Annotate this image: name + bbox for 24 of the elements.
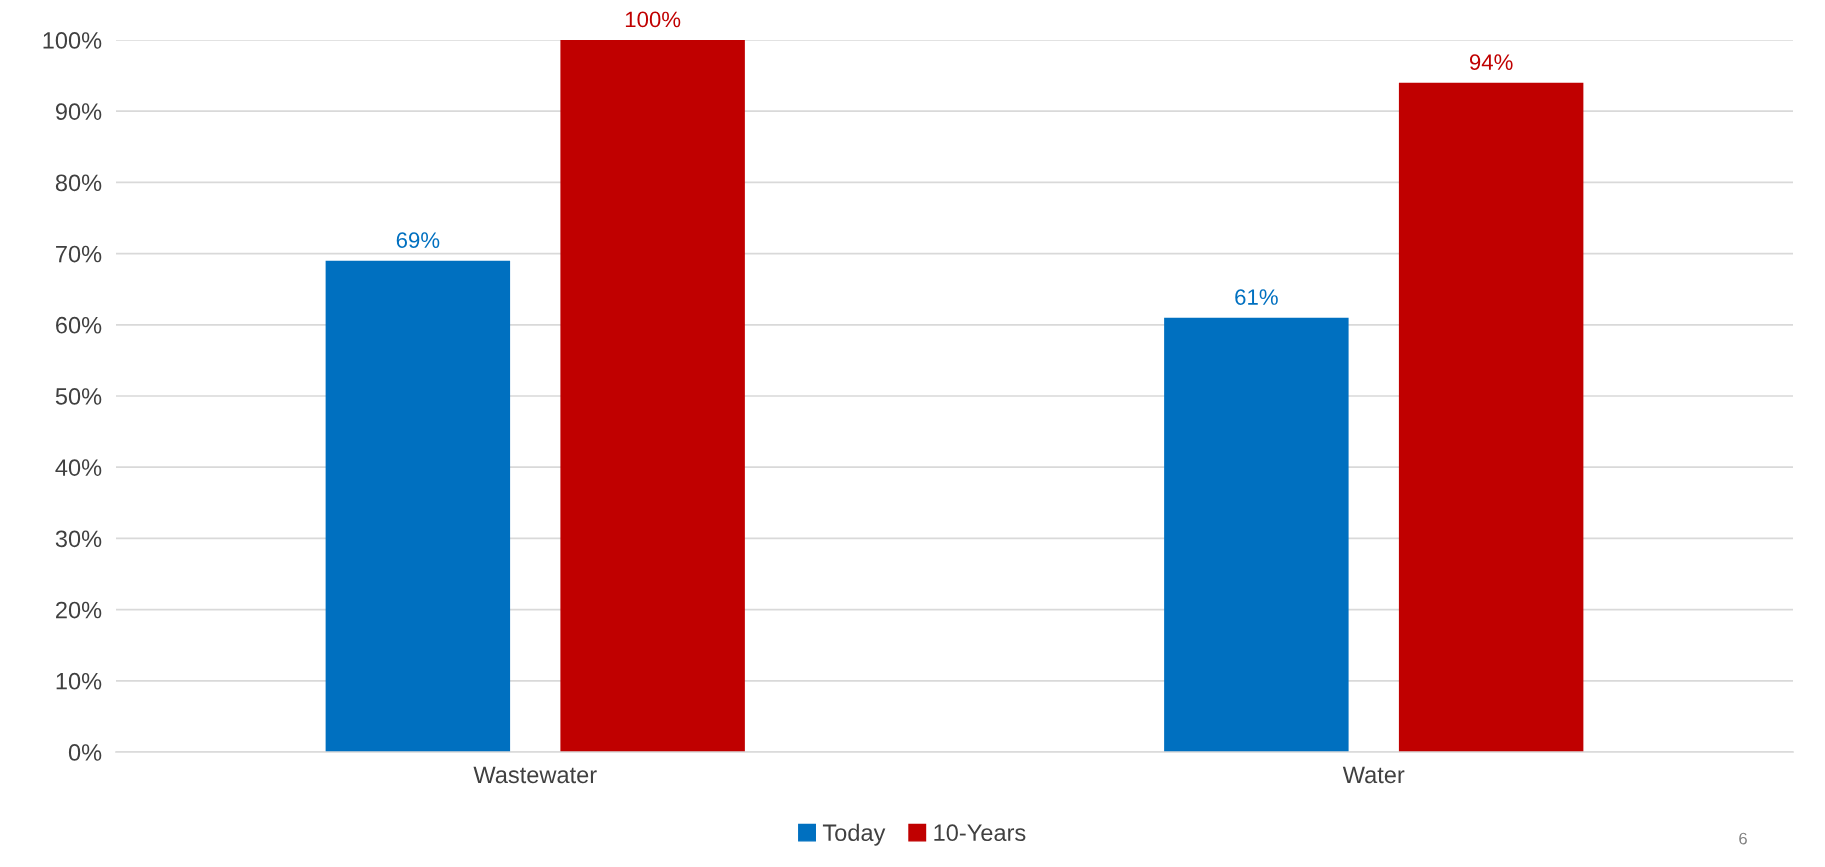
text: 94% — [1469, 54, 1513, 70]
y-tick-label: 80% — [55, 174, 102, 192]
bar — [1164, 317, 1349, 752]
text: 6 — [1739, 832, 1747, 845]
y-tick-label: 100% — [43, 32, 102, 49]
y-tick-label: 40% — [55, 459, 102, 476]
y-tick-label: 60% — [56, 316, 102, 334]
bar — [325, 260, 511, 752]
y-tick-label: 90% — [55, 103, 102, 120]
y-tick-label: 50% — [55, 388, 102, 405]
y-tick-label: 70% — [56, 245, 102, 263]
legend-label: Today — [822, 823, 886, 846]
x-tick-label: Wastewater — [473, 766, 597, 784]
bar — [560, 40, 745, 752]
y-tick-label: 30% — [55, 530, 102, 548]
y-tick-label: 10% — [56, 672, 102, 690]
y-tick-label: 0% — [68, 744, 102, 761]
y-tick-label: 20% — [56, 601, 102, 619]
legend-label: 10-Years — [934, 824, 1026, 842]
text: 69% — [396, 232, 440, 248]
text: 61% — [1235, 289, 1278, 305]
text: 100% — [625, 11, 681, 28]
bar — [1398, 82, 1584, 752]
x-tick-label: Water — [1342, 766, 1405, 784]
